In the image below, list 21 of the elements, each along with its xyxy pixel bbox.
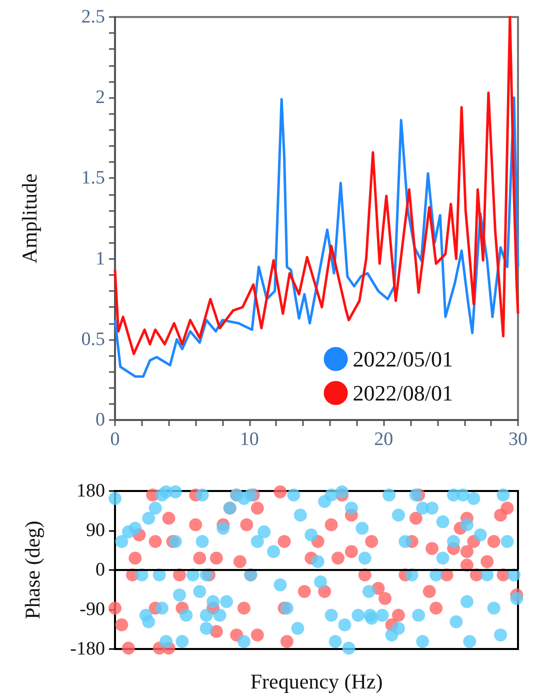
x-tick-label: 20 — [374, 429, 394, 450]
y-tick-label: 1.5 — [81, 168, 105, 189]
y-axis-title: Amplitude — [18, 174, 42, 264]
y-tick-label: 2 — [96, 87, 105, 108]
x-tick-label: 10 — [240, 429, 259, 450]
x-tick-label: 30 — [508, 429, 528, 450]
legend-label: 2022/05/01 — [352, 346, 454, 372]
legend-label: 2022/08/01 — [352, 380, 454, 406]
y-tick-label: -180 — [70, 638, 105, 660]
y-tick-label: 0 — [96, 410, 105, 430]
y-tick-label: -90 — [80, 599, 105, 620]
x-tick-label: 0 — [110, 429, 120, 450]
x-axis-title: Frequency (Hz) — [250, 670, 383, 694]
y-tick-label: 1 — [96, 248, 105, 270]
y-tick-label: 0 — [96, 560, 105, 580]
y-tick-label: 180 — [76, 480, 105, 502]
y-tick-label: 90 — [86, 520, 105, 541]
y-axis-title: Phase (deg) — [20, 520, 44, 620]
y-tick-label: 2.5 — [81, 6, 105, 28]
y-tick-label: 0.5 — [81, 328, 105, 350]
line-series — [114, 96, 520, 378]
